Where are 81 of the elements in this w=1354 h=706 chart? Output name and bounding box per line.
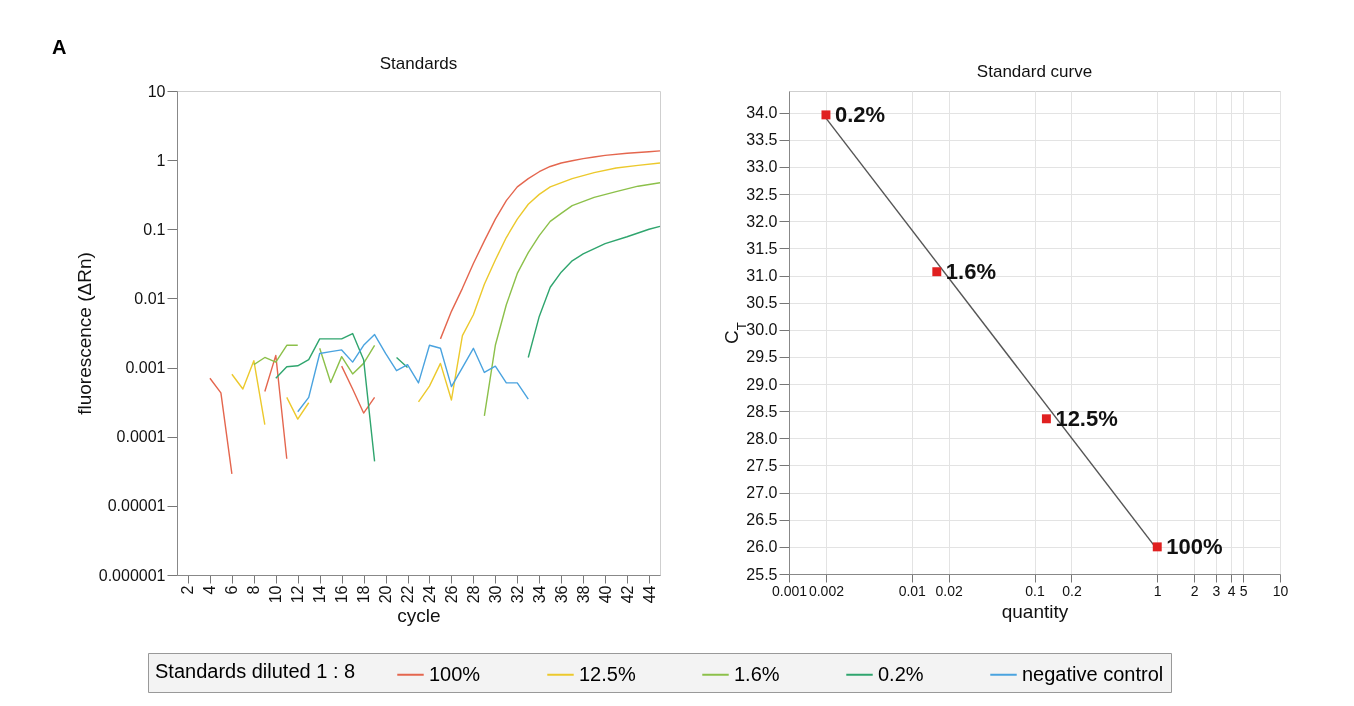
x-tick-label: 10 [1272,582,1289,599]
x-tick-label: 0.2 [1062,582,1082,599]
x-tick-label: 38 [574,585,592,604]
y-tick-label: 31.5 [746,239,778,257]
y-axis-title: fluorescence (ΔRn) [73,252,95,415]
y-tick-label: 26.5 [746,511,778,529]
x-tick-label: 42 [618,585,636,604]
y-tick-label: 32.0 [746,212,778,230]
x-tick-label: 24 [420,585,438,604]
annotation: 1.6% [945,258,996,284]
y-tick-label: 31.0 [746,267,778,285]
x-tick-label: 6 [223,585,241,595]
x-tick-label: 34 [530,585,548,604]
x-tick-label: 40 [596,585,614,604]
x-tick-label: 1 [1153,582,1162,599]
x-tick-label: 2 [1190,582,1199,599]
x-tick-label: 0.1 [1025,582,1045,599]
y-tick-label: 29.5 [746,348,778,366]
x-tick-label: 0.02 [935,582,964,599]
y-tick-label: 32.5 [746,185,778,203]
chart-title: Standard curve [976,62,1093,81]
x-tick-label: 32 [508,585,526,604]
y-tick-label: 26.0 [746,538,778,556]
point [821,110,831,120]
annotation: 0.2% [834,101,886,127]
x-tick-label: 44 [640,585,658,604]
y-tick-label: 30.0 [746,321,778,339]
chart-title: Standards [379,54,458,73]
x-tick-label: 20 [377,585,395,604]
x-tick-label: 26 [442,585,460,604]
y-tick-label: 33.5 [746,131,778,149]
y-tick-label: 27.0 [746,484,778,502]
x-tick-label: 30 [486,585,504,604]
x-axis-title: quantity [1001,600,1069,622]
y-tick-label: 0.1 [143,220,166,238]
x-tick-label: 36 [552,585,570,604]
point [1041,414,1051,424]
x-tick-label: 28 [464,585,482,604]
x-tick-label: 22 [399,585,417,604]
y-tick-label: 1 [156,151,166,169]
x-axis-title: cycle [397,605,441,627]
legend-label: 1.6% [734,662,780,685]
x-tick-label: 0.001 [771,582,808,599]
y-tick-label: 0.0001 [116,428,166,446]
x-tick-label: 5 [1239,582,1248,599]
x-tick-label: 10 [267,585,285,604]
y-tick-label: 0.001 [125,359,166,377]
y-tick-label: 0.000001 [98,566,166,584]
y-tick-label: 33.0 [746,158,778,176]
annotation: 12.5% [1055,405,1118,431]
x-tick-label: 2 [179,585,197,595]
line-series [297,333,529,413]
y-tick-label: 0.01 [134,289,166,307]
y-tick-label: 29.0 [746,375,778,393]
y-tick-label: 27.5 [746,456,778,474]
y-tick-label: 28.5 [746,402,778,420]
x-tick-label: 3 [1212,582,1221,599]
legend-label: negative control [1022,662,1164,685]
y-tick-label: 0.00001 [107,497,166,515]
legend-label: 100% [429,662,481,685]
x-tick-label: 14 [311,585,329,604]
point [932,267,942,277]
text: A [52,36,67,59]
y-tick-label: 30.5 [746,294,778,312]
y-tick-label: 10 [147,82,166,100]
x-tick-label: 16 [333,585,351,604]
x-tick-label: 0.01 [898,582,927,599]
x-tick-label: 8 [245,585,263,595]
point [1152,542,1162,552]
legend-label: 0.2% [878,662,924,685]
y-tick-label: 34.0 [746,104,778,122]
x-tick-label: 0.002 [808,582,845,599]
x-tick-label: 12 [289,585,307,604]
x-tick-label: 4 [201,585,219,595]
legend-label: 12.5% [579,662,636,685]
y-tick-label: 25.5 [746,565,778,583]
legend-title: Standards diluted 1 : 8 [155,660,356,682]
annotation: 100% [1166,533,1223,559]
x-tick-label: 4 [1227,582,1236,599]
y-tick-label: 28.0 [746,429,778,447]
x-tick-label: 18 [355,585,373,604]
